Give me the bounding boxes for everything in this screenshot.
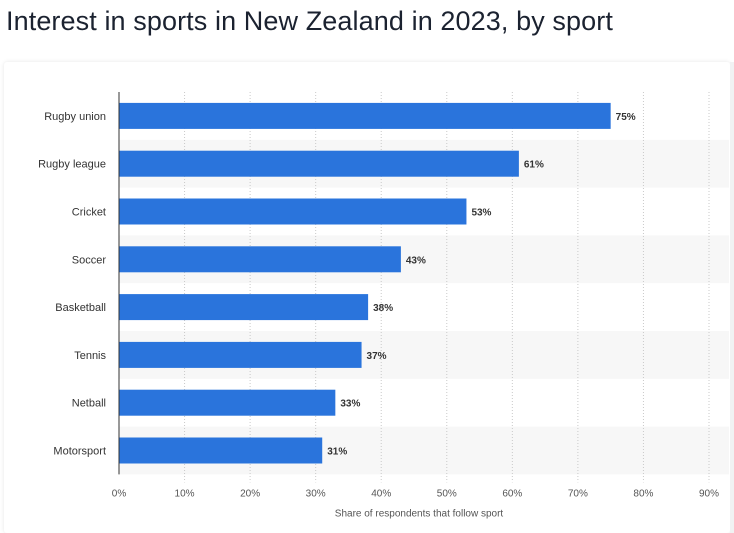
bar <box>119 150 519 177</box>
x-tick-label: 70% <box>568 488 588 499</box>
value-labels: 75% 61% 53% 43% 38% 37% 33% 31% <box>327 112 636 458</box>
x-axis-title: Share of respondents that follow sport <box>335 508 504 519</box>
bar <box>119 246 401 273</box>
x-tick-label: 40% <box>371 488 391 499</box>
x-tick-label: 10% <box>175 488 195 499</box>
bar <box>119 198 467 225</box>
value-label: 75% <box>616 112 636 123</box>
x-tick-label: 0% <box>112 488 127 499</box>
x-tick-label: 80% <box>633 488 653 499</box>
bar <box>119 341 362 368</box>
x-tick-label: 50% <box>437 488 457 499</box>
x-tick-label: 20% <box>240 488 260 499</box>
x-tick-labels: 0% 10% 20% 30% 40% 50% 60% 70% 80% 90% <box>112 488 719 499</box>
value-label: 31% <box>327 447 347 458</box>
category-label: Rugby union <box>44 111 106 123</box>
page-title: Interest in sports in New Zealand in 202… <box>6 6 613 36</box>
bar <box>119 102 611 129</box>
page-edge <box>730 62 734 533</box>
x-tick-label: 90% <box>699 488 719 499</box>
category-label: Cricket <box>72 207 106 219</box>
category-label: Soccer <box>72 254 107 266</box>
value-label: 37% <box>367 351 387 362</box>
bar <box>119 437 323 464</box>
category-label: Rugby league <box>38 159 106 171</box>
gridlines <box>184 92 710 483</box>
category-label: Motorsport <box>53 446 106 458</box>
x-tick-label: 30% <box>306 488 326 499</box>
value-label: 33% <box>340 399 360 410</box>
category-labels: Rugby union Rugby league Cricket Soccer Bask… <box>38 111 106 458</box>
value-label: 43% <box>406 255 426 266</box>
category-label: Basketball <box>55 302 106 314</box>
bars <box>119 102 611 464</box>
bar <box>119 294 369 321</box>
value-label: 38% <box>373 303 393 314</box>
category-label: Tennis <box>74 350 106 362</box>
value-label: 53% <box>471 208 491 219</box>
bar <box>119 389 336 416</box>
category-label: Netball <box>72 398 106 410</box>
x-tick-label: 60% <box>502 488 522 499</box>
value-label: 61% <box>524 160 544 171</box>
